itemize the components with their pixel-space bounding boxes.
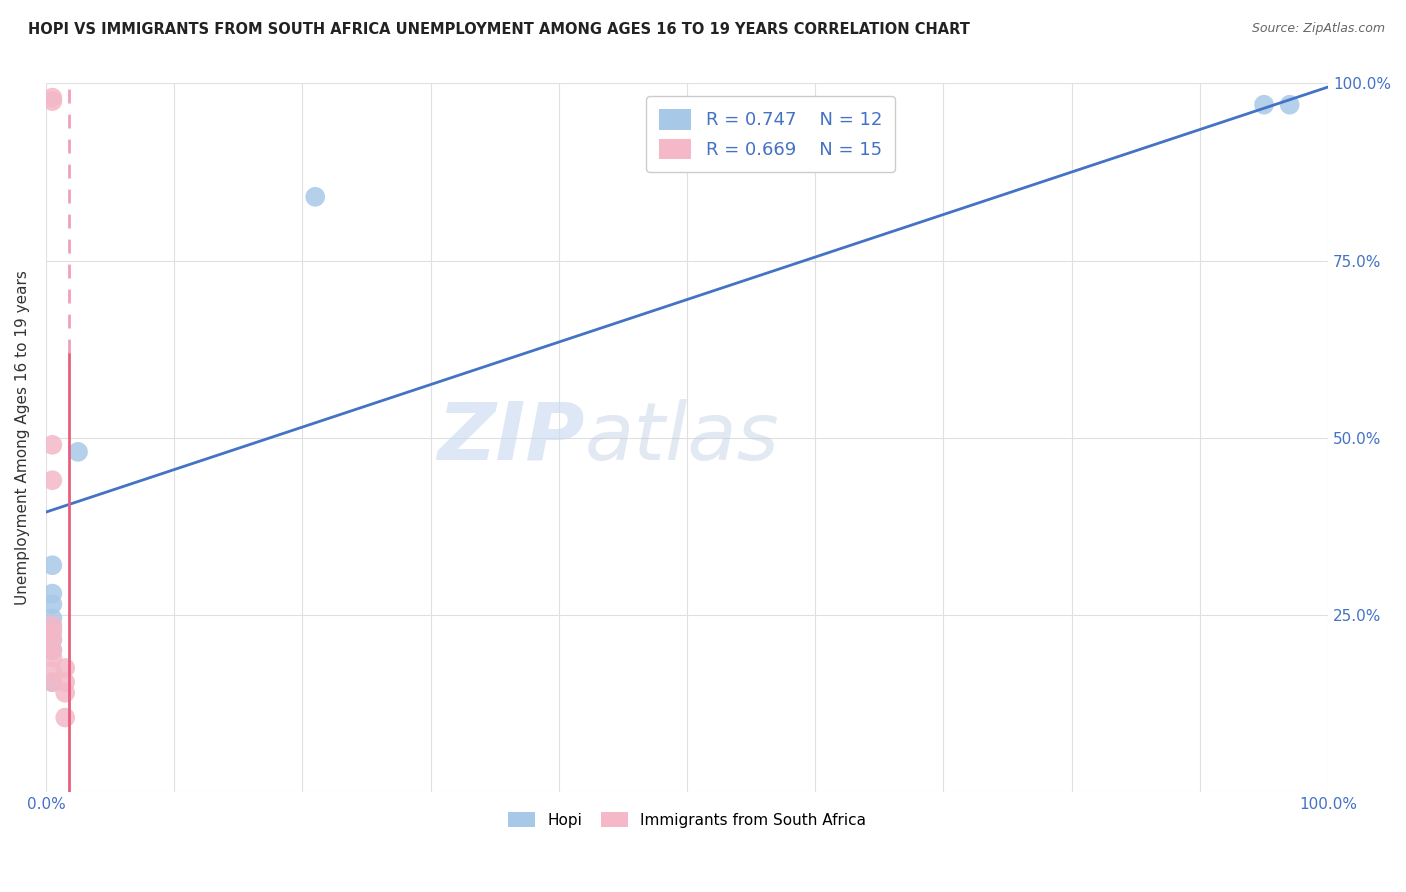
Text: atlas: atlas [585, 399, 779, 476]
Point [41, 558, 63, 573]
Point [41, 586, 63, 600]
Point [66, 445, 89, 459]
Point [41, 611, 63, 625]
Point [1278, 97, 1301, 112]
Point [41, 597, 63, 611]
Point [41, 632, 63, 647]
Text: Source: ZipAtlas.com: Source: ZipAtlas.com [1251, 22, 1385, 36]
Point [41, 632, 63, 647]
Point [41, 650, 63, 665]
Point [41, 675, 63, 690]
Point [41, 438, 63, 452]
Point [41, 643, 63, 657]
Text: HOPI VS IMMIGRANTS FROM SOUTH AFRICA UNEMPLOYMENT AMONG AGES 16 TO 19 YEARS CORR: HOPI VS IMMIGRANTS FROM SOUTH AFRICA UNE… [28, 22, 970, 37]
Point [1253, 97, 1275, 112]
Point [41, 665, 63, 679]
Point [41, 625, 63, 640]
Point [53, 675, 76, 690]
Y-axis label: Unemployment Among Ages 16 to 19 years: Unemployment Among Ages 16 to 19 years [15, 270, 30, 605]
Point [41, 622, 63, 636]
Text: ZIP: ZIP [437, 399, 585, 476]
Legend: Hopi, Immigrants from South Africa: Hopi, Immigrants from South Africa [502, 805, 873, 834]
Point [304, 190, 326, 204]
Point [41, 643, 63, 657]
Point [53, 661, 76, 675]
Point [41, 90, 63, 104]
Point [41, 94, 63, 108]
Point [41, 473, 63, 487]
Point [53, 686, 76, 700]
Point [41, 675, 63, 690]
Point [53, 710, 76, 724]
Point [41, 618, 63, 632]
